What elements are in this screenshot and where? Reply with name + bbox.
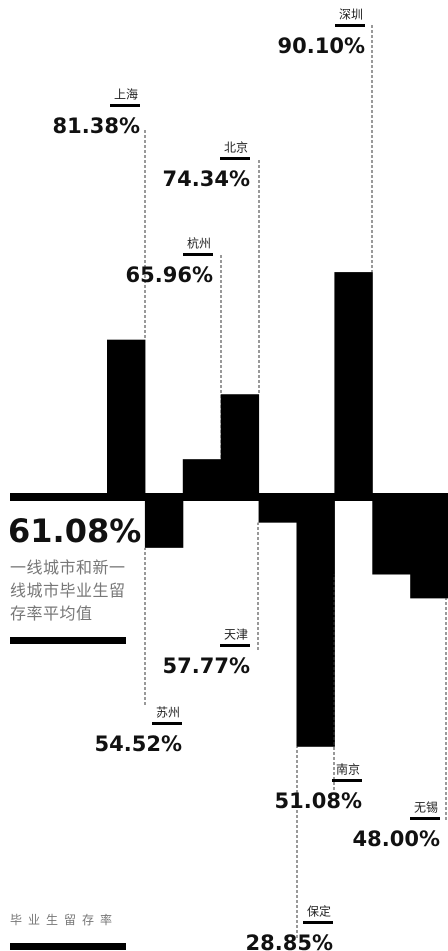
baseline-note: 一线城市和新一线城市毕业生留存率平均值 <box>10 558 126 623</box>
city-label: 杭州 <box>187 236 211 251</box>
bar <box>107 339 146 497</box>
value-label: 57.77% <box>163 654 250 678</box>
city-underline <box>220 157 250 160</box>
city-underline <box>332 779 362 782</box>
city-label: 上海 <box>114 87 138 102</box>
legend-swatch <box>10 943 126 950</box>
value-label: 51.08% <box>275 789 362 813</box>
bar <box>334 272 373 497</box>
city-label: 南京 <box>336 762 360 777</box>
bar <box>258 497 297 523</box>
city-label: 无锡 <box>414 800 438 815</box>
city-underline <box>183 253 213 256</box>
bar <box>220 394 260 497</box>
value-label: 65.96% <box>126 263 213 287</box>
value-label: 90.10% <box>278 34 365 58</box>
city-underline <box>152 722 182 725</box>
city-underline <box>110 104 140 107</box>
city-label: 天津 <box>224 628 248 642</box>
city-underline <box>220 644 250 647</box>
value-label: 81.38% <box>53 114 140 138</box>
value-label: 28.85% <box>246 931 333 951</box>
city-underline <box>303 921 333 924</box>
value-label: 48.00% <box>353 827 440 851</box>
bar <box>182 459 222 497</box>
note-rule <box>10 637 126 644</box>
city-label: 苏州 <box>156 706 180 720</box>
bar <box>372 497 411 575</box>
legend-label: 毕业生留存率 <box>10 913 119 927</box>
city-underline <box>410 817 440 820</box>
city-label: 深圳 <box>339 8 363 22</box>
bar <box>144 497 184 548</box>
bar <box>410 497 448 599</box>
value-label: 74.34% <box>163 167 250 191</box>
value-label: 54.52% <box>95 732 182 756</box>
baseline-label: 61.08% <box>8 512 141 550</box>
city-underline <box>335 24 365 27</box>
city-label: 北京 <box>224 141 248 155</box>
bar <box>296 497 335 747</box>
city-label: 保定 <box>307 904 331 919</box>
